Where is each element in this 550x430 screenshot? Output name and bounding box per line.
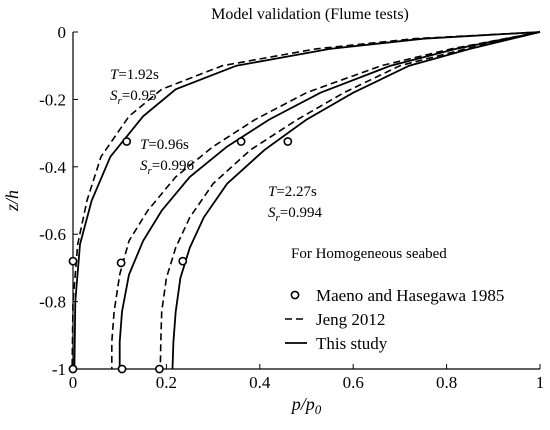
experiment-point [154,364,164,374]
saturation-value: =0.996 [152,158,195,174]
experiment-point [116,258,126,268]
experiment-point [68,364,78,374]
experiment-point [117,364,127,374]
x-axis-label-subscript: 0 [315,402,322,417]
legend-marker-circle [290,290,300,300]
plot-area: 0 0.2 0.4 0.6 0.8 1 0 -0.2 -0.4 -0.6 -0.8 -1 p/p0 z/h… [2,23,544,417]
this-study-line [73,31,541,370]
x-tick-label: 0 [69,373,78,392]
period-annotation: T=1.92s [110,67,159,83]
experiment-point [178,256,188,266]
y-tick-label: -0.2 [39,90,66,109]
period-symbol: T [110,67,120,83]
saturation-symbol: S [268,205,276,221]
x-tick-label: 0.6 [343,373,364,392]
x-tick-label: 1 [536,373,545,392]
y-tick-label: -0.4 [39,158,66,177]
saturation-value: =0.95 [122,88,157,104]
period-symbol: T [268,184,278,200]
jeng-2012-line [159,31,541,370]
saturation-value: =0.994 [280,205,323,221]
experiment-point [68,256,78,266]
y-tick-label: 0 [58,23,67,42]
y-tick-label: -1 [52,360,66,379]
y-tick-label: -0.8 [39,293,66,312]
saturation-symbol: S [110,88,118,104]
saturation-subscript: r [276,212,281,224]
period-value: =1.92s [118,67,159,83]
x-tick-label: 0.8 [436,373,457,392]
legend-label: Jeng 2012 [316,310,385,329]
experiment-point [236,137,246,146]
this-study-line [118,31,541,369]
saturation-annotation: Sr=0.95 [110,88,157,107]
legend-label: Maeno and Hasegawa 1985 [316,286,504,305]
y-axis-label: z/h [2,190,22,212]
chart-title: Model validation (Flume tests) [211,6,409,23]
y-tick-label: -0.6 [39,225,66,244]
this-study-line [171,31,541,370]
saturation-symbol: S [140,158,148,174]
seabed-note: For Homogeneous seabed [291,246,447,262]
period-symbol: T [140,137,150,153]
experiment-point [122,137,132,146]
period-annotation: T=2.27s [268,184,317,200]
jeng-2012-line [111,31,541,369]
legend-label: This study [316,334,388,353]
experiment-point [283,137,293,146]
x-axis-label: p/p0 [290,394,322,417]
period-value: =2.27s [276,184,317,200]
saturation-annotation: Sr=0.996 [140,158,194,177]
period-annotation: T=0.96s [140,137,189,153]
saturation-annotation: Sr=0.994 [268,205,322,224]
saturation-subscript: r [148,165,153,177]
x-tick-label: 0.4 [249,373,271,392]
period-value: =0.96s [148,137,189,153]
x-tick-label: 0.2 [156,373,177,392]
saturation-subscript: r [118,95,123,107]
